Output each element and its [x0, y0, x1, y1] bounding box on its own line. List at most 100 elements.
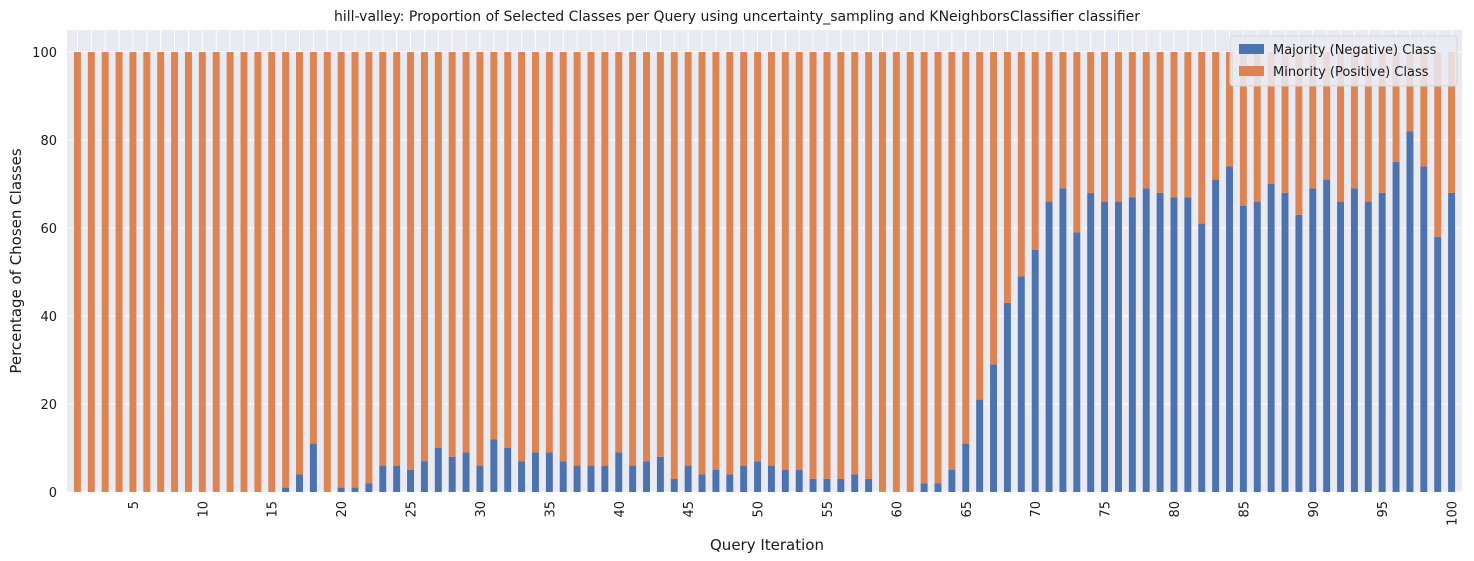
bar-majority: [1045, 201, 1053, 492]
bar-majority: [962, 443, 970, 492]
bar-minority: [712, 52, 720, 470]
x-tick-label: 30: [474, 501, 489, 518]
bar-majority: [670, 478, 678, 492]
bar-minority: [351, 52, 359, 488]
bar-minority: [434, 52, 442, 448]
bar-minority: [851, 52, 859, 475]
bar-minority: [1059, 52, 1067, 189]
bar-majority: [1448, 192, 1456, 493]
bar-majority: [1281, 192, 1289, 493]
bar-minority: [1309, 52, 1317, 189]
bar-majority: [1253, 201, 1261, 492]
bar-minority: [518, 52, 526, 462]
bar-majority: [809, 478, 817, 492]
bar-minority: [129, 52, 137, 492]
legend-label-majority: Majority (Negative) Class: [1273, 43, 1437, 58]
bar-minority: [1142, 52, 1150, 189]
bar-minority: [1212, 52, 1220, 180]
bar-minority: [1323, 52, 1331, 180]
x-tick-label: 45: [682, 501, 697, 518]
x-tick-label: 85: [1237, 501, 1252, 518]
bar-majority: [1128, 197, 1136, 492]
bar-minority: [171, 52, 179, 492]
x-tick-label: 20: [335, 501, 350, 518]
bar-majority: [629, 465, 637, 492]
bar-majority: [379, 465, 387, 492]
bar-majority: [684, 465, 692, 492]
bar-minority: [1017, 52, 1025, 277]
bar-majority: [518, 461, 526, 492]
x-tick-label: 25: [405, 501, 420, 518]
x-tick-label: 80: [1168, 501, 1183, 518]
bar-majority: [420, 461, 428, 492]
bar-minority: [767, 52, 775, 466]
bar-minority: [934, 52, 942, 484]
bar-minority: [337, 52, 345, 488]
legend-label-minority: Minority (Positive) Class: [1273, 65, 1429, 80]
bar-minority: [920, 52, 928, 484]
bar-majority: [1170, 197, 1178, 492]
x-tick-label: 75: [1099, 501, 1114, 518]
bar-majority: [1337, 201, 1345, 492]
bar-minority: [157, 52, 165, 492]
bar-majority: [976, 399, 984, 492]
bar-minority: [656, 52, 664, 457]
bar-minority: [226, 52, 234, 492]
y-tick-label: 0: [49, 486, 57, 501]
x-tick-label: 35: [543, 501, 558, 518]
bar-majority: [434, 448, 442, 492]
y-tick-label: 100: [32, 46, 57, 61]
bar-majority: [296, 474, 303, 492]
bar-majority: [601, 465, 609, 492]
y-tick-label: 80: [40, 134, 57, 149]
bar-minority: [268, 52, 276, 492]
bar-minority: [1031, 52, 1039, 250]
bar-majority: [1156, 192, 1164, 493]
legend-box: [1229, 35, 1458, 87]
bar-majority: [837, 478, 845, 492]
bar-minority: [1434, 52, 1442, 237]
bar-majority: [740, 465, 748, 492]
bar-minority: [879, 52, 886, 492]
bar-minority: [726, 52, 734, 475]
bar-minority: [1420, 52, 1428, 167]
bar-minority: [948, 52, 956, 470]
bar-majority: [781, 470, 789, 492]
bar-majority: [726, 474, 734, 492]
bar-minority: [309, 52, 317, 444]
bar-minority: [670, 52, 678, 479]
bar-majority: [990, 364, 997, 492]
bar-minority: [1295, 52, 1303, 215]
bar-majority: [448, 456, 456, 492]
x-tick-label: 55: [821, 501, 836, 518]
bar-minority: [198, 52, 206, 492]
bar-majority: [615, 452, 623, 492]
bar-minority: [532, 52, 539, 453]
bar-majority: [1031, 250, 1039, 492]
bar-minority: [629, 52, 637, 466]
bar-minority: [1156, 52, 1164, 193]
bar-majority: [1087, 192, 1095, 493]
x-tick-label: 90: [1307, 501, 1322, 518]
bar-majority: [1267, 184, 1275, 492]
bar-minority: [1378, 52, 1386, 193]
bar-minority: [740, 52, 748, 466]
bar-minority: [601, 52, 609, 466]
bar-minority: [184, 52, 192, 492]
bar-majority: [823, 478, 831, 492]
bar-minority: [1239, 52, 1247, 206]
bar-minority: [559, 52, 567, 462]
bar-majority: [1323, 179, 1331, 492]
bar-minority: [1184, 52, 1192, 198]
bar-minority: [1003, 52, 1011, 303]
bar-minority: [420, 52, 428, 462]
bar-minority: [476, 52, 484, 466]
bar-majority: [1212, 179, 1220, 492]
bar-majority: [1017, 276, 1025, 492]
bar-minority: [1087, 52, 1095, 193]
bar-majority: [920, 483, 928, 492]
bar-minority: [462, 52, 470, 453]
bar-minority: [448, 52, 456, 457]
bar-minority: [1364, 52, 1372, 202]
